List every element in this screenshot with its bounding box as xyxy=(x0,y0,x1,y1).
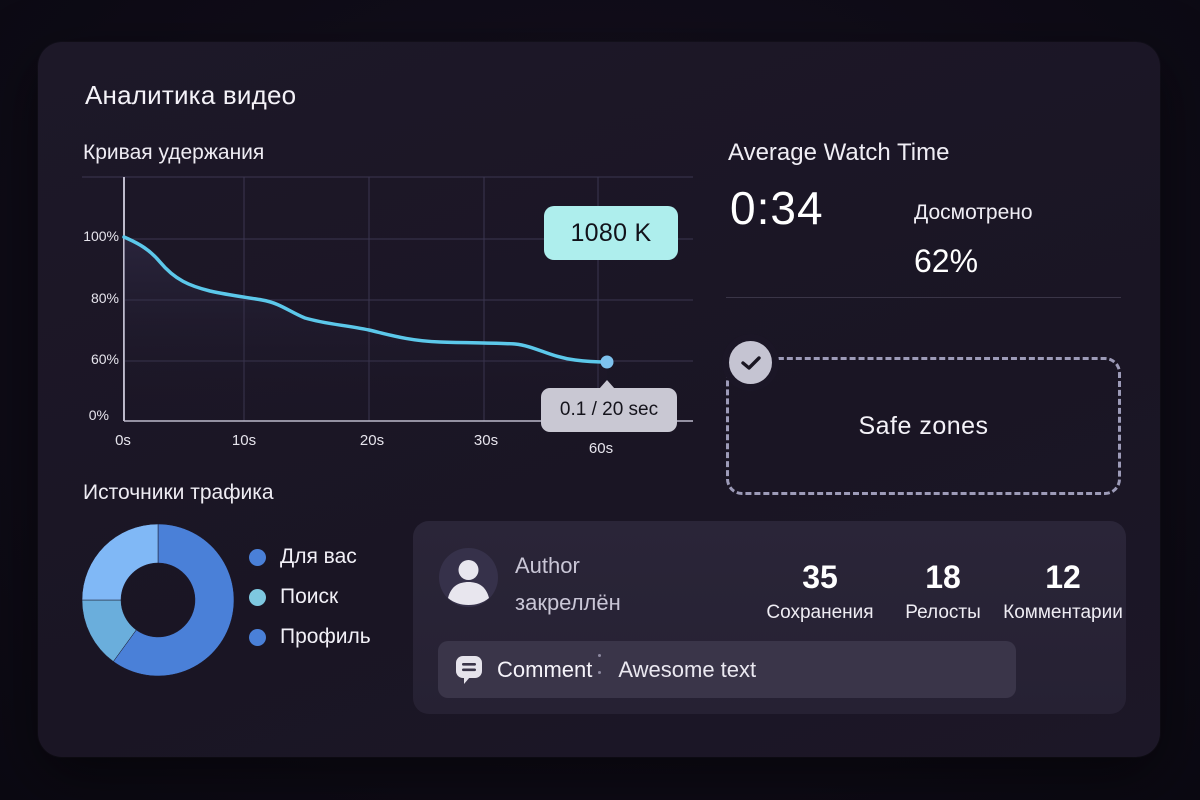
legend-label: Профиль xyxy=(280,625,371,648)
stat-value: 12 xyxy=(1045,559,1081,595)
y-tick-0: 0% xyxy=(88,407,109,423)
page-title: Аналитика видео xyxy=(85,80,297,110)
x-tick-60s: 60s xyxy=(588,440,614,457)
legend-dot-icon xyxy=(249,628,266,646)
watched-value: 62% xyxy=(914,243,979,279)
watched-label: Досмотрено xyxy=(914,201,1033,224)
pinned-status: закреллён xyxy=(515,590,621,615)
comment-icon xyxy=(456,655,482,684)
divider xyxy=(726,297,1121,298)
traffic-legend: Для вас Поиск Профиль xyxy=(249,545,371,649)
stat-comments: 12 Комментарии xyxy=(993,561,1133,624)
x-tick-30s: 30s xyxy=(473,432,499,449)
separator-dots-icon xyxy=(598,653,602,674)
y-tick-80: 80% xyxy=(90,290,119,306)
comment-bar[interactable]: Comment Awesome text xyxy=(438,641,1016,698)
legend-item-search: Поиск xyxy=(249,585,371,609)
stat-label: Комментарии xyxy=(1003,602,1123,623)
stat-label: Релосты xyxy=(905,602,981,623)
tooltip-text: 0.1 / 20 sec xyxy=(559,399,659,420)
comment-label: Comment xyxy=(497,656,593,682)
stat-value: 18 xyxy=(925,559,961,595)
user-icon xyxy=(448,560,489,605)
stat-saves: 35 Сохранения xyxy=(752,561,888,624)
safe-zones-toggle[interactable]: Safe zones xyxy=(726,357,1121,495)
stat-reposts: 18 Релосты xyxy=(897,561,989,624)
author-name[interactable]: Author xyxy=(515,553,580,578)
y-tick-60: 60% xyxy=(90,351,119,367)
views-badge: 1080 K xyxy=(544,206,678,260)
y-tick-100: 100% xyxy=(83,228,119,244)
legend-dot-icon xyxy=(249,588,266,606)
data-point-tooltip: 0.1 / 20 sec xyxy=(541,380,677,432)
legend-label: Поиск xyxy=(280,585,339,608)
stat-value: 35 xyxy=(802,559,838,595)
legend-item-profile: Профиль xyxy=(249,625,371,649)
check-icon[interactable] xyxy=(726,338,775,387)
stat-label: Сохранения xyxy=(766,602,874,623)
comment-text: Awesome text xyxy=(618,656,757,682)
legend-label: Для вас xyxy=(280,545,357,568)
traffic-title: Источники трафика xyxy=(83,481,274,504)
x-tick-20s: 20s xyxy=(359,432,385,449)
legend-dot-icon xyxy=(249,548,266,566)
x-tick-0s: 0s xyxy=(115,432,131,449)
avg-watch-time-label: Average Watch Time xyxy=(728,139,950,166)
x-tick-10s: 10s xyxy=(231,432,257,449)
retention-title: Кривая удержания xyxy=(83,141,265,164)
legend-item-for-you: Для вас xyxy=(249,545,371,569)
safe-zones-label: Safe zones xyxy=(858,411,989,440)
avatar[interactable] xyxy=(439,548,498,607)
traffic-donut-chart xyxy=(81,523,235,677)
avg-watch-time-value: 0:34 xyxy=(730,182,824,234)
